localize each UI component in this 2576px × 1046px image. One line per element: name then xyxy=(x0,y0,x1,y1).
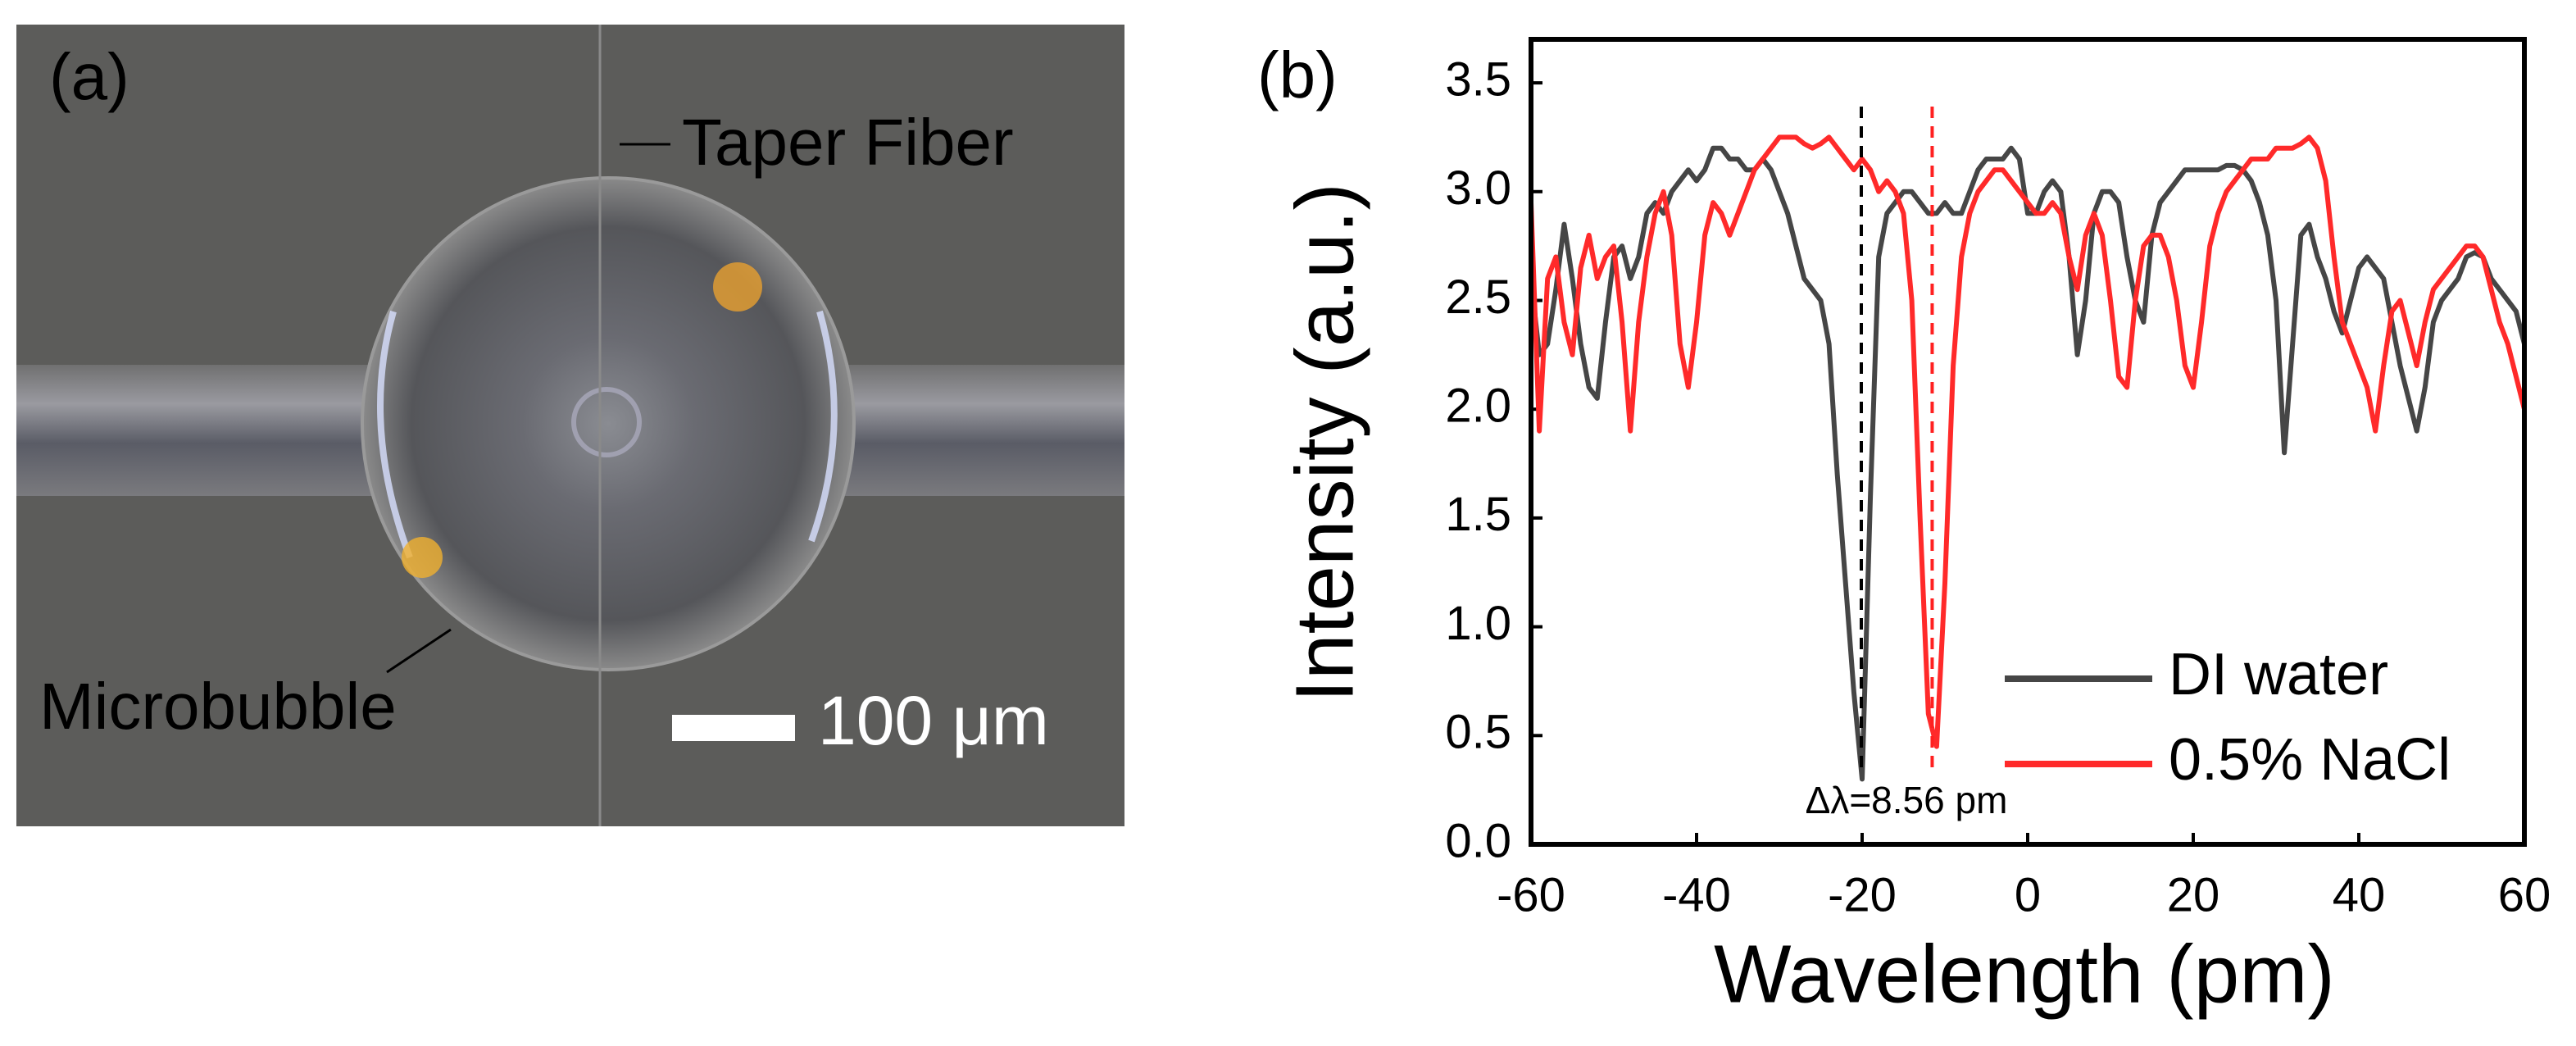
leader-line xyxy=(386,628,452,674)
reflection xyxy=(377,310,838,559)
x-tick-label: -20 xyxy=(1828,868,1897,921)
microbubble xyxy=(361,176,856,671)
panel-label: (b) xyxy=(1257,39,1338,111)
scale-bar xyxy=(672,715,795,741)
y-tick-label: 2.0 xyxy=(1445,380,1511,433)
data-line xyxy=(1529,145,2527,782)
panel-label: (a) xyxy=(49,40,129,113)
annotation: Taper Fiber xyxy=(682,106,1014,179)
plot-frame xyxy=(1529,37,2527,847)
y-tick-label: 2.5 xyxy=(1445,271,1511,324)
annotation: Microbubble xyxy=(39,670,397,743)
bubble-center xyxy=(571,387,642,457)
y-tick-label: 0.5 xyxy=(1445,706,1511,759)
x-tick-label: 40 xyxy=(2333,868,2386,921)
x-tick-label: 20 xyxy=(2167,868,2220,921)
annotation: Δλ=8.56 pm xyxy=(1806,779,2008,821)
y-tick-label: 0.0 xyxy=(1445,814,1511,867)
x-tick-label: -60 xyxy=(1497,868,1565,921)
x-tick-label: 60 xyxy=(2498,868,2551,921)
panel-b: (b) Wavelength (pm) Intensity (a.u.) Δλ=… xyxy=(1257,37,2551,1020)
y-tick-label: 1.0 xyxy=(1445,597,1511,650)
x-axis-label: Wavelength (pm) xyxy=(1714,928,2335,1020)
data-line xyxy=(1529,134,2527,749)
legend-label: DI water xyxy=(2169,642,2388,707)
y-axis-label: Intensity (a.u.) xyxy=(1279,183,1370,703)
scale-bar-label: 100 μm xyxy=(818,682,1049,759)
y-tick-label: 1.5 xyxy=(1445,488,1511,541)
highlight xyxy=(402,537,443,578)
y-tick-label: 3.0 xyxy=(1445,161,1511,215)
legend-label: 0.5% NaCl xyxy=(2169,727,2451,793)
x-tick-label: 0 xyxy=(2015,868,2041,921)
highlight xyxy=(713,262,762,312)
y-tick-label: 3.5 xyxy=(1445,52,1511,106)
panel-a: (a) Taper Fiber Microbubble 100 μm xyxy=(16,25,1124,826)
x-tick-label: -40 xyxy=(1662,868,1731,921)
